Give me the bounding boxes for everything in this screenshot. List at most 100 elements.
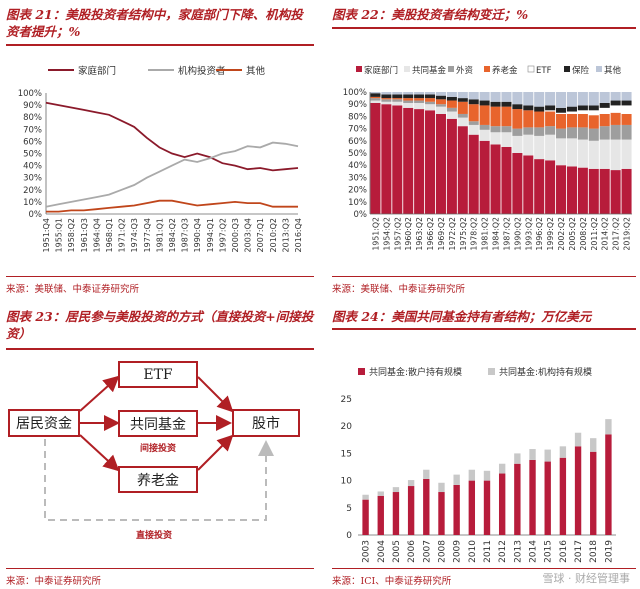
bar-segment-6 <box>599 92 610 103</box>
x-tick-label: 2016 <box>559 540 569 563</box>
bar-segment-2 <box>479 124 490 130</box>
legend-label-3: 养老金 <box>492 65 518 76</box>
bar-segment-6 <box>392 92 403 95</box>
bar-segment-3 <box>392 98 403 100</box>
bar-segment-6 <box>370 92 381 94</box>
x-tick-label: 2008:Q2 <box>579 217 588 251</box>
node-stock-market: 股市 <box>232 409 300 437</box>
panel-chart-21: 图表 21：美股投资者结构中，家庭部门下降、机构投资者提升；% 家庭部门 机构投资… <box>0 0 318 300</box>
bar-segment-5 <box>599 102 610 108</box>
bar-segment-1 <box>381 101 392 105</box>
x-tick-label: 1975:Q2 <box>459 217 468 251</box>
arrow-etf-market <box>197 376 234 413</box>
bar-segment-0 <box>414 109 425 214</box>
bar-segment-6 <box>523 92 534 106</box>
bar-segment-4 <box>545 110 556 112</box>
y-tick-label: 0% <box>29 210 43 220</box>
x-tick-label: 1966:Q2 <box>426 217 435 251</box>
bar-segment-6 <box>556 92 567 108</box>
bar-segment-3 <box>435 99 446 105</box>
bar-segment-1 <box>377 491 384 496</box>
bar-segment-1 <box>435 106 446 114</box>
bar-segment-0 <box>514 463 521 535</box>
bar-segment-0 <box>407 486 415 535</box>
bar-segment-1 <box>446 111 457 119</box>
x-tick-label: 2015 <box>544 540 554 563</box>
bar-segment-2 <box>610 124 621 140</box>
y-tick-label: 100% <box>343 88 367 98</box>
bar-segment-0 <box>512 153 523 214</box>
bar-segment-3 <box>501 106 512 127</box>
bar-segment-1 <box>574 432 582 447</box>
bar-segment-0 <box>556 165 567 214</box>
bar-segment-1 <box>414 102 425 110</box>
bar-segment-5 <box>425 94 436 99</box>
y-tick-label: 90% <box>348 100 367 110</box>
x-tick-label: 1972:Q2 <box>448 217 457 251</box>
bar-segment-0 <box>534 159 545 214</box>
chart-24-bottom-rule <box>332 568 636 569</box>
bar-segment-0 <box>566 166 577 214</box>
bar-segment-5 <box>621 100 632 106</box>
direct-investment-path <box>44 439 274 521</box>
bar-segment-3 <box>566 113 577 128</box>
bar-segment-5 <box>588 105 599 111</box>
y-tick-label: 10% <box>23 198 42 208</box>
x-tick-label: 1957:Q2 <box>393 217 402 251</box>
chart-22-title: 图表 22：美股投资者结构变迁；% <box>332 7 529 22</box>
x-tick-label: 1958:Q2 <box>67 218 76 252</box>
bar-segment-0 <box>498 473 506 535</box>
bar-segment-1 <box>559 446 567 458</box>
arrow-household-pension <box>79 434 120 472</box>
bar-segment-0 <box>501 146 512 214</box>
bar-segment-3 <box>610 112 621 125</box>
y-tick-label: 25 <box>341 395 352 405</box>
bar-segment-3 <box>457 101 468 114</box>
bar-segment-2 <box>370 98 381 101</box>
bar-segment-6 <box>588 92 599 106</box>
bar-segment-0 <box>490 144 501 214</box>
x-tick-label: 2008 <box>437 540 447 563</box>
bar-segment-1 <box>501 132 512 147</box>
bar-segment-6 <box>425 92 436 95</box>
bar-segment-0 <box>483 480 491 535</box>
node-etf: ETF <box>118 361 198 388</box>
bar-segment-2 <box>468 121 479 125</box>
bar-segment-2 <box>435 104 446 107</box>
chart-22-top-rule <box>332 27 636 29</box>
bar-segment-1 <box>468 469 476 481</box>
y-tick-label: 0 <box>346 531 352 541</box>
bar-segment-2 <box>523 127 534 135</box>
bar-segment-3 <box>446 100 457 108</box>
bar-segment-1 <box>588 140 599 169</box>
bar-segment-5 <box>545 105 556 111</box>
bar-segment-1 <box>556 138 567 166</box>
bar-segment-3 <box>479 105 490 125</box>
bar-segment-2 <box>599 126 610 140</box>
bar-segment-2 <box>621 124 632 140</box>
legend-label-1: 共同基金:机构持有规模 <box>499 366 592 378</box>
diagram-23-source: 来源：中泰证券研究所 <box>6 576 102 587</box>
bar-segment-5 <box>556 107 567 113</box>
x-tick-label: 2011:Q2 <box>590 217 599 251</box>
x-tick-label: 1964:Q4 <box>92 218 101 252</box>
arrow-pension-market <box>197 434 234 471</box>
legend-swatch-2 <box>448 66 454 72</box>
bar-segment-5 <box>446 96 457 101</box>
x-tick-label: 1984:Q2 <box>168 218 177 252</box>
bar-segment-2 <box>381 99 392 102</box>
series-line-1 <box>45 141 299 208</box>
bar-segment-2 <box>392 99 403 102</box>
bar-segment-0 <box>577 167 588 214</box>
chart-22-plot: 家庭部门 共同基金 外资 养老金 ETF 保险 其他 0% 10% 20% 30% 40% 50% 60%… <box>343 65 632 251</box>
y-tick-label: 10% <box>348 198 367 208</box>
bar-segment-2 <box>556 128 567 139</box>
legend-swatch-6 <box>596 66 602 72</box>
chart-21-top-rule <box>6 44 314 46</box>
bar-segment-3 <box>381 98 392 100</box>
x-tick-label: 1997:Q2 <box>218 218 227 252</box>
bar-segment-2 <box>425 101 436 105</box>
bar-segment-0 <box>457 126 468 214</box>
y-tick-label: 80% <box>348 112 367 122</box>
x-tick-label: 1955:Q1 <box>55 218 64 252</box>
